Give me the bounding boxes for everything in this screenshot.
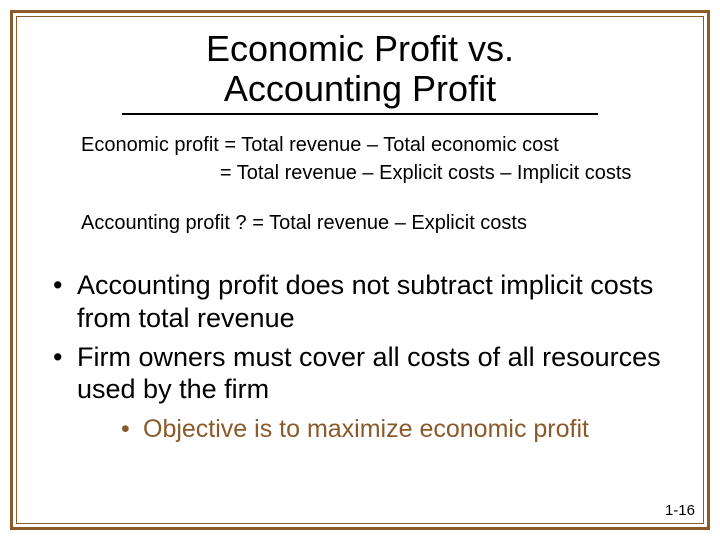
title-underline (122, 113, 598, 115)
title-line-2: Accounting Profit (80, 69, 640, 109)
content-area: Economic Profit vs. Accounting Profit Ec… (17, 17, 703, 523)
inner-border: Economic Profit vs. Accounting Profit Ec… (16, 16, 704, 524)
formula-line-1: Economic profit = Total revenue – Total … (81, 131, 675, 159)
bullet-list-level-2: Objective is to maximize economic profit (119, 414, 675, 445)
formula-block: Economic profit = Total revenue – Total … (81, 131, 675, 237)
page-number: 1-16 (665, 502, 695, 519)
title-line-1: Economic Profit vs. (80, 29, 640, 69)
outer-border: Economic Profit vs. Accounting Profit Ec… (10, 10, 710, 530)
bullet-list-level-1: Accounting profit does not subtract impl… (51, 269, 675, 446)
formula-line-3: Accounting profit ? = Total revenue – Ex… (81, 209, 675, 237)
slide: Economic Profit vs. Accounting Profit Ec… (0, 0, 720, 540)
bullet-text: Firm owners must cover all costs of all … (77, 342, 661, 405)
title-block: Economic Profit vs. Accounting Profit (80, 29, 640, 115)
bullet-text: Objective is to maximize economic profit (143, 415, 589, 443)
bullet-item: Firm owners must cover all costs of all … (51, 341, 675, 446)
bullet-item-accent: Objective is to maximize economic profit (119, 414, 675, 445)
formula-line-2: = Total revenue – Explicit costs – Impli… (81, 159, 675, 187)
formula-gap (81, 187, 675, 209)
bullet-item: Accounting profit does not subtract impl… (51, 269, 675, 335)
bullet-text: Accounting profit does not subtract impl… (77, 270, 653, 333)
